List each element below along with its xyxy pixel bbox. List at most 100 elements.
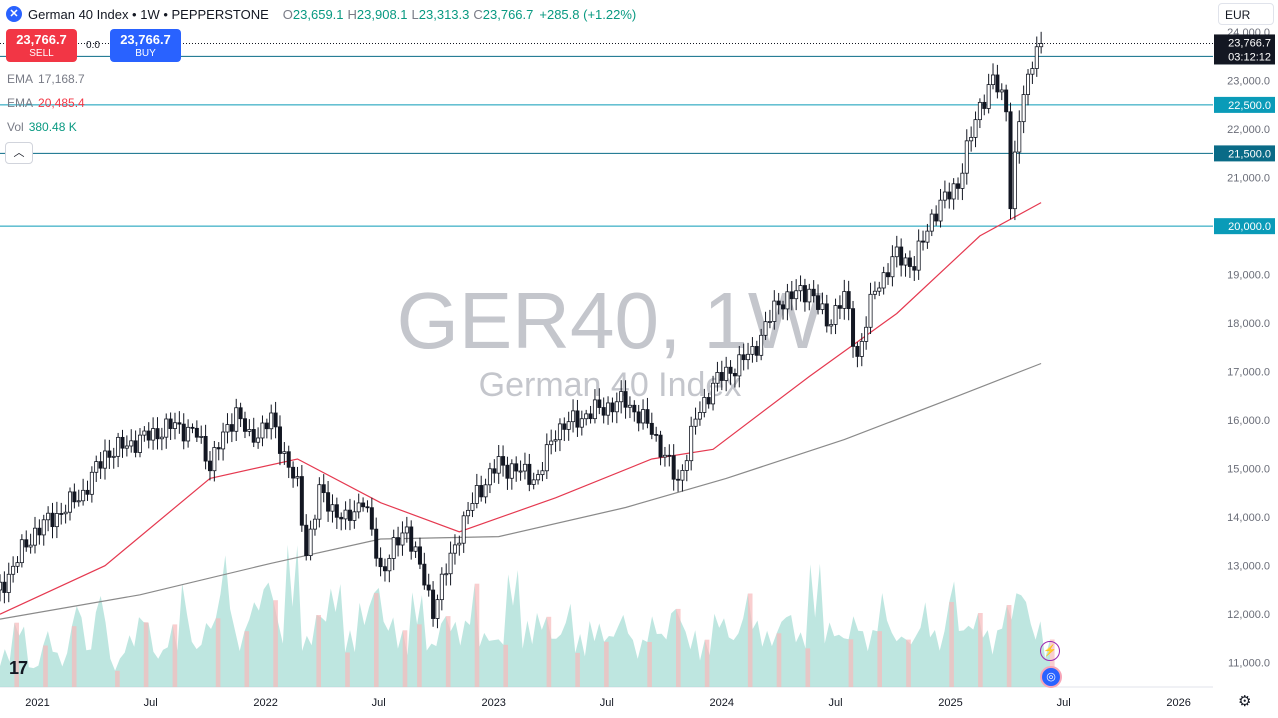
candle xyxy=(426,573,431,597)
gear-icon[interactable]: ⚙ xyxy=(1238,693,1252,710)
currency-select[interactable]: EUR xyxy=(1218,3,1274,25)
candle-body xyxy=(28,544,33,548)
candle xyxy=(277,415,282,466)
candle xyxy=(781,300,786,320)
candle xyxy=(921,230,926,251)
candle-body xyxy=(658,434,663,458)
chevron-up-icon[interactable]: ︿ xyxy=(5,142,33,164)
candle xyxy=(452,534,457,565)
candle xyxy=(645,397,650,429)
candle-body xyxy=(816,295,821,310)
candle xyxy=(991,63,996,90)
candle-body xyxy=(238,407,243,420)
candle xyxy=(199,425,204,444)
candle xyxy=(286,445,291,479)
candle-body xyxy=(413,546,418,552)
candle xyxy=(689,416,694,471)
candle-body xyxy=(899,246,904,266)
candle-body xyxy=(824,303,829,327)
candle-body xyxy=(356,502,361,513)
y-tick-label: 14,000.0 xyxy=(1227,512,1270,524)
candle xyxy=(579,410,584,436)
candle xyxy=(881,266,886,295)
lightning-icon[interactable]: ⚡ xyxy=(1040,641,1060,661)
candle-body xyxy=(221,431,226,450)
candle-body xyxy=(111,455,116,458)
candle-body xyxy=(737,354,742,377)
price-label-21500: 21,500.0 xyxy=(1214,145,1275,162)
candle xyxy=(956,177,961,200)
ema-red-legend[interactable]: EMA 20,485.4 xyxy=(7,96,85,110)
candle xyxy=(999,83,1004,101)
candle-body xyxy=(72,491,77,503)
candle xyxy=(264,418,269,439)
volume-area xyxy=(0,544,1050,687)
volume-bar xyxy=(417,624,422,687)
candle-body xyxy=(365,506,370,509)
candle xyxy=(1017,110,1022,164)
symbol-title[interactable]: German 40 Index • 1W • PEPPERSTONE xyxy=(28,6,269,22)
candle-body xyxy=(982,101,987,109)
candle xyxy=(995,64,1000,99)
candle xyxy=(15,556,20,573)
candle-body xyxy=(903,257,908,266)
candle-body xyxy=(667,454,672,457)
candle xyxy=(868,282,873,335)
volume-legend[interactable]: Vol 380.48 K xyxy=(7,120,77,134)
candle xyxy=(347,498,352,531)
candle-body xyxy=(855,345,860,357)
candle-body xyxy=(715,372,720,384)
candle xyxy=(588,405,593,424)
candle-body xyxy=(2,581,7,593)
candle-body xyxy=(32,527,37,546)
candle xyxy=(960,163,965,201)
volume-bar xyxy=(345,652,350,687)
candle xyxy=(514,456,519,482)
candle-body xyxy=(19,539,24,564)
candle xyxy=(396,526,401,557)
x-tick-label: 2024 xyxy=(710,697,734,709)
buy-button[interactable]: 23,766.7 BUY xyxy=(110,29,181,62)
candle-body xyxy=(522,463,527,472)
candle-body xyxy=(632,404,637,413)
candle-body xyxy=(973,119,978,138)
candle xyxy=(67,487,72,521)
candle xyxy=(903,253,908,277)
calendar-events-icon[interactable]: ◎ xyxy=(1040,666,1062,688)
y-tick-label: 11,000.0 xyxy=(1228,658,1270,670)
candle-body xyxy=(59,513,64,515)
candle xyxy=(404,516,409,543)
candle xyxy=(829,319,834,335)
candle xyxy=(501,445,506,477)
candle xyxy=(562,417,567,442)
candle xyxy=(706,392,711,409)
candle xyxy=(216,442,221,461)
candle xyxy=(247,419,252,437)
candle xyxy=(518,460,523,481)
watermark-name: German 40 Index xyxy=(479,366,742,404)
candle-body xyxy=(151,428,156,441)
candle-body xyxy=(518,470,523,473)
ema-gray-line xyxy=(0,362,1042,620)
candle xyxy=(439,567,444,611)
candle-body xyxy=(155,428,160,440)
sell-button[interactable]: 23,766.7 SELL xyxy=(6,29,77,62)
tradingview-logo-icon[interactable]: 17 xyxy=(9,658,28,678)
candle xyxy=(942,180,947,209)
ema-gray-legend[interactable]: EMA 17,168.7 xyxy=(7,72,85,86)
candle-body xyxy=(553,439,558,442)
candle-body xyxy=(216,447,221,450)
y-tick-label: 13,000.0 xyxy=(1227,561,1270,573)
candle xyxy=(794,279,799,311)
candle xyxy=(1008,102,1013,220)
x-tick-label: Jul xyxy=(144,697,158,709)
indicator-value: 380.48 K xyxy=(28,120,77,134)
candle xyxy=(938,188,943,228)
candle xyxy=(536,469,541,485)
candle xyxy=(1004,84,1009,122)
volume-bar xyxy=(575,652,580,687)
candle-body xyxy=(942,191,947,201)
candle-body xyxy=(496,456,501,474)
candle xyxy=(702,388,707,418)
